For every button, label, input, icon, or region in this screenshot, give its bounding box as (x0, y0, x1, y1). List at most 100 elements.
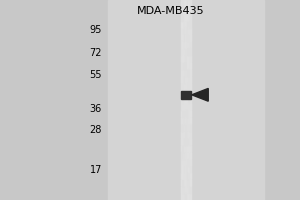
Bar (190, 62, 191, 69)
Bar (190, 21, 191, 28)
Bar (190, 193, 191, 200)
Bar (182, 14, 184, 21)
Bar (184, 193, 185, 200)
Bar (185, 27, 187, 34)
Bar (181, 90, 182, 97)
Bar (190, 145, 191, 152)
Bar (182, 21, 184, 28)
Bar (181, 152, 182, 159)
Bar (188, 186, 190, 193)
Bar (188, 41, 190, 48)
Bar (184, 34, 185, 41)
Bar (187, 27, 188, 34)
Bar (190, 117, 191, 124)
Bar (188, 34, 190, 41)
Bar (184, 27, 185, 34)
Bar (184, 69, 185, 76)
Bar (182, 55, 184, 62)
Bar (184, 41, 185, 48)
Bar (188, 27, 190, 34)
Bar (187, 193, 188, 200)
Bar (182, 110, 184, 117)
Bar (187, 159, 188, 166)
Bar (188, 124, 190, 131)
Bar (188, 131, 190, 138)
Bar (181, 55, 182, 62)
Bar (181, 0, 191, 200)
Bar (190, 110, 191, 117)
Bar (184, 48, 185, 55)
Bar (190, 0, 191, 7)
Bar (188, 152, 190, 159)
Bar (188, 55, 190, 62)
Bar (185, 152, 187, 159)
Bar (182, 165, 184, 172)
Bar (187, 14, 188, 21)
Bar (182, 138, 184, 145)
Bar (181, 165, 182, 172)
Bar (181, 131, 182, 138)
Bar (188, 21, 190, 28)
Bar (182, 96, 184, 103)
Bar (190, 152, 191, 159)
Bar (190, 27, 191, 34)
Bar (187, 90, 188, 97)
Bar (187, 41, 188, 48)
Bar (184, 96, 185, 103)
Bar (187, 83, 188, 90)
Bar (184, 14, 185, 21)
Bar (185, 34, 187, 41)
Bar (190, 124, 191, 131)
Bar (184, 159, 185, 166)
Bar (185, 172, 187, 179)
Bar (188, 138, 190, 145)
Bar (182, 172, 184, 179)
Bar (182, 179, 184, 186)
Bar (184, 124, 185, 131)
Bar (187, 186, 188, 193)
Bar (188, 90, 190, 97)
Bar (184, 131, 185, 138)
Bar (185, 165, 187, 172)
Bar (185, 138, 187, 145)
Bar (181, 34, 182, 41)
Bar (190, 131, 191, 138)
Bar (181, 69, 182, 76)
Bar (185, 159, 187, 166)
Bar (190, 96, 191, 103)
Bar (185, 131, 187, 138)
Bar (181, 96, 182, 103)
Bar (190, 41, 191, 48)
Bar (184, 76, 185, 83)
Bar (184, 90, 185, 97)
Bar (182, 131, 184, 138)
Bar (182, 48, 184, 55)
Bar (188, 83, 190, 90)
Bar (182, 62, 184, 69)
Bar (181, 83, 182, 90)
Text: 95: 95 (90, 25, 102, 35)
Bar (181, 27, 182, 34)
Bar (188, 0, 190, 7)
Bar (184, 186, 185, 193)
Bar (187, 96, 188, 103)
Bar (188, 179, 190, 186)
Bar (184, 110, 185, 117)
Bar (185, 0, 187, 7)
Bar (187, 145, 188, 152)
Bar (184, 172, 185, 179)
Bar (187, 0, 188, 7)
Bar (185, 69, 187, 76)
Bar (182, 83, 184, 90)
Bar (181, 76, 182, 83)
Bar (182, 152, 184, 159)
Bar (188, 76, 190, 83)
Bar (184, 179, 185, 186)
Bar (181, 186, 182, 193)
Bar (185, 96, 187, 103)
Bar (184, 165, 185, 172)
Bar (188, 145, 190, 152)
Bar (187, 34, 188, 41)
Bar (187, 7, 188, 14)
Bar (184, 0, 185, 7)
